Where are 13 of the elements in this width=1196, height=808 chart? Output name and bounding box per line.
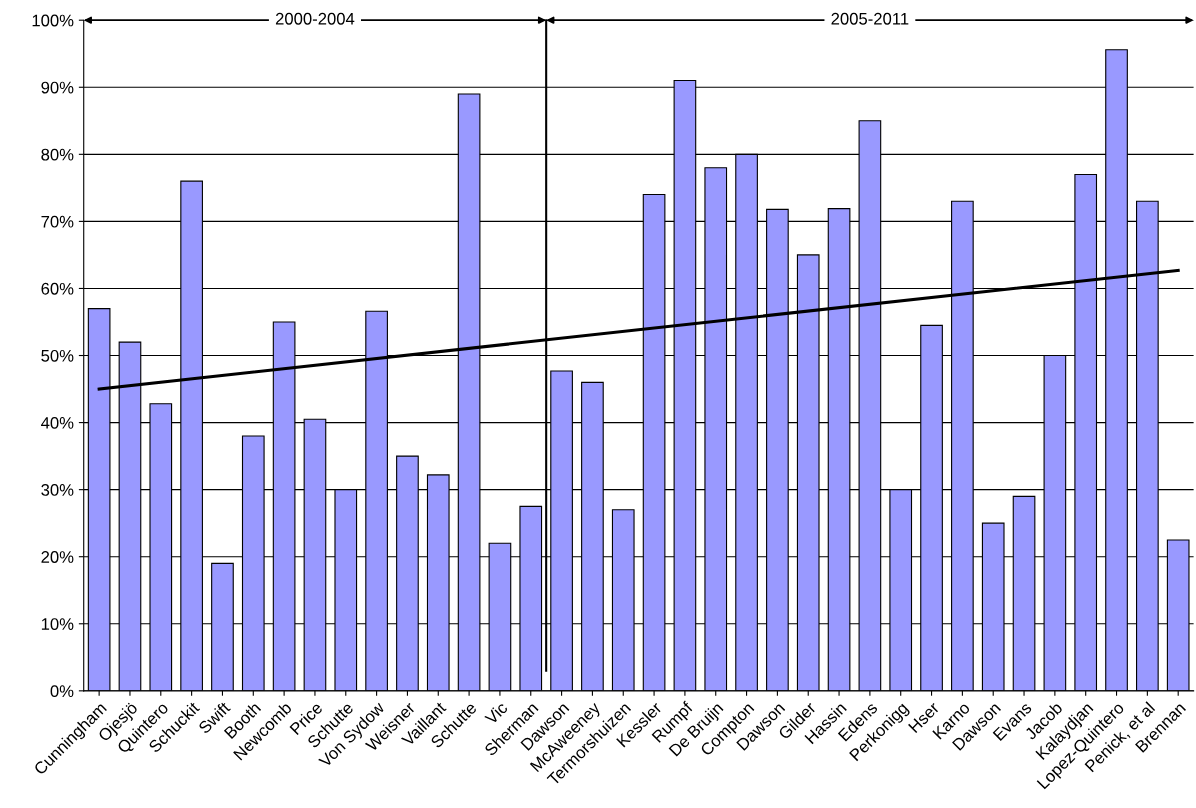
y-tick-label: 40%: [41, 416, 74, 429]
y-tick-label: 50%: [41, 349, 74, 362]
y-tick-label: 100%: [32, 14, 74, 27]
y-tick-label: 80%: [41, 148, 74, 161]
annotation: 2000-2004: [275, 12, 355, 25]
y-tick-label: 10%: [41, 618, 74, 630]
y-tick-label: 20%: [41, 551, 74, 563]
y-tick-label: 30%: [41, 484, 74, 496]
y-tick-label: 0%: [50, 685, 74, 698]
y-tick-label: 90%: [41, 81, 74, 94]
annotation: 2005-2011: [831, 12, 909, 25]
y-tick-label: 70%: [41, 215, 74, 228]
y-tick-label: 60%: [41, 282, 74, 295]
